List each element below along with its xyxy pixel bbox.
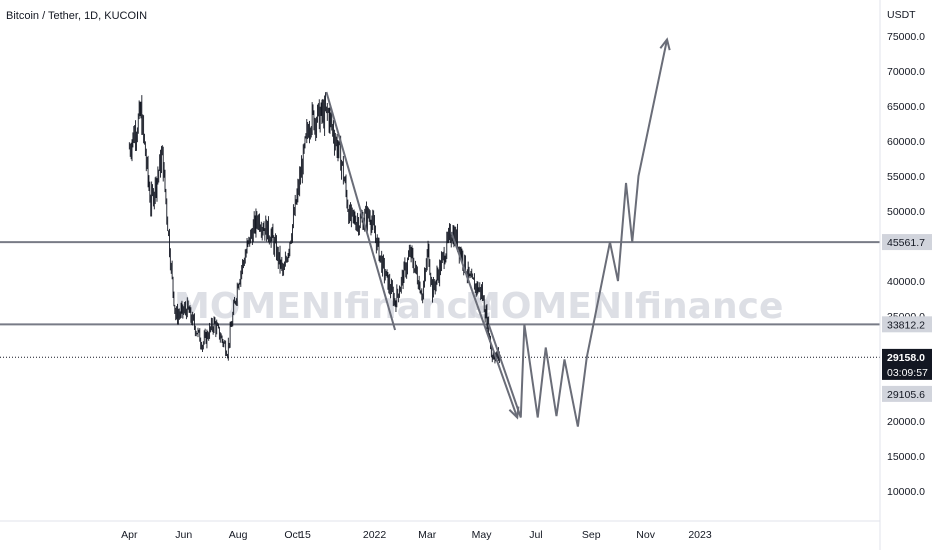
y-tick-label: 15000.0 bbox=[887, 451, 925, 463]
countdown-label: 03:09:57 bbox=[887, 367, 928, 379]
y-tick-label: 10000.0 bbox=[887, 486, 925, 498]
y-axis-unit: USDT bbox=[887, 9, 916, 21]
current-price-tag[interactable]: 29158.0 03:09:57 bbox=[882, 348, 932, 380]
level-tag[interactable]: 33812.2 bbox=[882, 316, 932, 333]
x-tick-label: May bbox=[472, 529, 493, 541]
level-tag[interactable]: 45561.7 bbox=[882, 234, 932, 251]
y-tick-label: 75000.0 bbox=[887, 31, 925, 43]
y-tick-label: 65000.0 bbox=[887, 101, 925, 113]
current-price-label: 29158.0 bbox=[887, 352, 925, 364]
y-tick-label: 55000.0 bbox=[887, 171, 925, 183]
current-price-bg bbox=[882, 348, 932, 380]
trendline[interactable] bbox=[325, 91, 397, 331]
x-tick-label: Apr bbox=[121, 529, 138, 541]
trendline[interactable] bbox=[450, 231, 519, 418]
y-tick-label: 20000.0 bbox=[887, 416, 925, 428]
level-tag-label: 29105.6 bbox=[887, 389, 925, 401]
level-tag-label: 45561.7 bbox=[887, 237, 925, 249]
x-tick-label: Jul bbox=[529, 529, 542, 541]
level-tag-label: 33812.2 bbox=[887, 319, 925, 331]
x-tick-label: Mar bbox=[418, 529, 437, 541]
arrowhead bbox=[508, 406, 520, 420]
x-tick-label: Oct bbox=[284, 529, 300, 541]
x-tick-label: Nov bbox=[636, 529, 655, 541]
x-tick-label: 15 bbox=[299, 529, 311, 541]
y-tick-label: 70000.0 bbox=[887, 66, 925, 78]
arrowhead bbox=[659, 37, 671, 51]
watermark: MOMENIfinance bbox=[174, 286, 492, 327]
y-tick-label: 50000.0 bbox=[887, 206, 925, 218]
level-tag-bg bbox=[882, 385, 932, 402]
x-tick-label: 2023 bbox=[688, 529, 712, 541]
x-tick-label: Jun bbox=[175, 529, 192, 541]
chart-title: Bitcoin / Tether, 1D, KUCOIN bbox=[6, 10, 148, 22]
y-tick-label: 60000.0 bbox=[887, 136, 925, 148]
x-tick-label: 2022 bbox=[363, 529, 387, 541]
watermark-2: MOMENIfinance bbox=[465, 286, 783, 327]
level-tag-bg bbox=[882, 316, 932, 333]
y-tick-label: 40000.0 bbox=[887, 276, 925, 288]
projection-path[interactable] bbox=[487, 39, 669, 427]
level-tag[interactable]: 29105.6 bbox=[882, 385, 932, 402]
level-tag-bg bbox=[882, 234, 932, 251]
x-tick-label: Sep bbox=[582, 529, 601, 541]
x-tick-label: Aug bbox=[229, 529, 248, 541]
